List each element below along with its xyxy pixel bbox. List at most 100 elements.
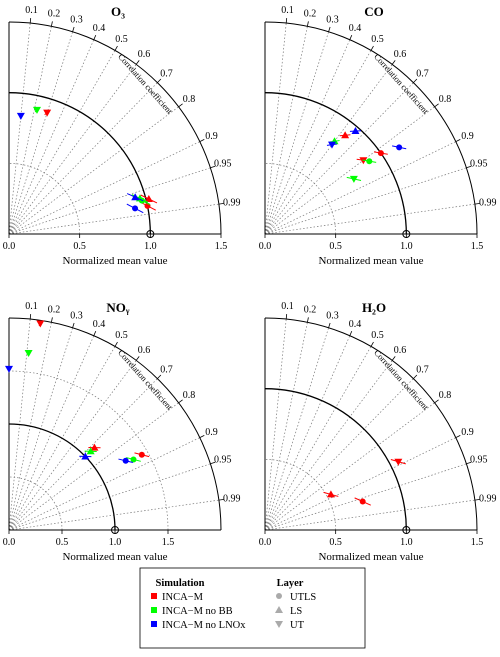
correlation-tick-label: 0.8: [439, 94, 452, 105]
correlation-tick-label: 0.4: [93, 23, 106, 34]
correlation-gridline: [8, 26, 52, 235]
correlation-tick: [72, 322, 75, 328]
correlation-tick: [391, 356, 396, 361]
correlation-gridline: [8, 82, 158, 235]
correlation-gridline: [264, 82, 414, 235]
x-tick-label: 0.5: [56, 537, 69, 548]
correlation-gridline: [264, 463, 467, 531]
x-tick-label: 0.5: [329, 537, 342, 548]
correlation-tick: [157, 78, 162, 83]
legend-swatch: [151, 607, 157, 613]
panel-title: CO: [364, 4, 384, 19]
correlation-tick-label: 0.6: [394, 345, 407, 356]
correlation-gridline: [8, 39, 95, 235]
correlation-tick: [178, 103, 183, 108]
correlation-tick-label: 0.8: [183, 390, 196, 401]
correlation-gridline: [264, 167, 467, 235]
panel-title: O₃: [111, 4, 125, 19]
correlation-tick: [466, 461, 472, 465]
reference-arc: [8, 92, 151, 235]
correlation-tick-label: 0.95: [470, 455, 488, 466]
correlation-tick-label: 0.2: [48, 9, 61, 20]
correlation-axis-label: Correlation coefficient: [372, 52, 431, 117]
data-point: [24, 350, 33, 358]
correlation-tick-label: 0.2: [304, 9, 317, 20]
outer-arc: [8, 317, 222, 531]
correlation-tick: [93, 34, 97, 40]
correlation-tick-label: 0.5: [371, 34, 384, 45]
x-tick-label: 0.5: [329, 241, 342, 252]
correlation-tick: [51, 21, 53, 27]
radial-gridline: [264, 92, 407, 235]
legend-layer-marker: [275, 621, 283, 628]
correlation-gridline: [8, 106, 179, 235]
correlation-gridline: [8, 31, 73, 235]
x-axis-label: Normalized mean value: [62, 551, 167, 563]
correlation-tick-label: 0.95: [214, 159, 232, 170]
data-point: [16, 112, 25, 120]
legend-layer-marker: [275, 606, 283, 613]
data-point: [327, 141, 336, 149]
correlation-gridline: [264, 23, 287, 235]
correlation-gridline: [264, 335, 351, 531]
correlation-tick: [434, 399, 439, 404]
legend-swatch: [151, 621, 157, 627]
legend-swatch: [151, 593, 157, 599]
correlation-tick-label: 0.2: [304, 305, 317, 316]
x-tick-label: 0.0: [259, 241, 272, 252]
correlation-tick: [455, 435, 461, 438]
x-tick-label: 1.0: [109, 537, 122, 548]
outer-arc: [8, 21, 222, 235]
correlation-axis-label: Correlation coefficient: [116, 348, 175, 413]
correlation-tick: [157, 374, 162, 379]
correlation-tick: [29, 314, 32, 320]
data-point: [130, 456, 137, 463]
correlation-tick-label: 0.3: [326, 310, 339, 321]
correlation-gridline: [264, 203, 475, 235]
radial-gridline: [264, 388, 407, 531]
legend-layer-marker: [276, 593, 282, 599]
correlation-tick: [455, 139, 461, 142]
correlation-tick: [307, 317, 309, 323]
correlation-tick-label: 0.7: [416, 364, 429, 375]
x-tick-label: 1.0: [144, 241, 157, 252]
correlation-gridline: [264, 437, 456, 531]
x-axis-label: Normalized mean value: [62, 255, 167, 267]
data-point: [43, 109, 52, 117]
data-point: [144, 194, 153, 202]
correlation-tick: [199, 139, 205, 142]
correlation-gridline: [8, 167, 211, 235]
data-point: [359, 498, 366, 505]
correlation-tick-label: 0.4: [349, 319, 362, 330]
correlation-tick-label: 0.9: [205, 131, 218, 142]
data-point: [131, 193, 140, 201]
data-point: [86, 447, 95, 455]
correlation-tick-label: 0.1: [25, 5, 38, 16]
correlation-gridline: [264, 39, 351, 235]
correlation-tick-label: 0.3: [70, 310, 83, 321]
correlation-tick: [391, 60, 396, 65]
correlation-gridline: [264, 378, 414, 531]
x-tick-label: 0.0: [3, 241, 16, 252]
data-point: [132, 205, 139, 212]
correlation-tick-label: 0.4: [349, 23, 362, 34]
outer-arc: [264, 317, 478, 531]
correlation-gridline: [264, 499, 475, 531]
correlation-tick: [370, 341, 374, 347]
correlation-tick: [466, 165, 472, 169]
correlation-tick: [434, 103, 439, 108]
outer-arc: [264, 21, 478, 235]
correlation-tick-label: 0.8: [183, 94, 196, 105]
correlation-tick-label: 0.4: [93, 319, 106, 330]
correlation-tick: [285, 18, 288, 24]
correlation-tick-label: 0.6: [394, 49, 407, 60]
correlation-gridline: [8, 141, 200, 235]
correlation-tick: [328, 26, 331, 32]
data-point: [351, 127, 360, 135]
correlation-tick: [285, 314, 288, 320]
correlation-tick: [413, 78, 418, 83]
panel-title: H₂O: [362, 300, 386, 315]
reference-arc: [264, 388, 407, 531]
correlation-tick-label: 0.1: [25, 301, 38, 312]
